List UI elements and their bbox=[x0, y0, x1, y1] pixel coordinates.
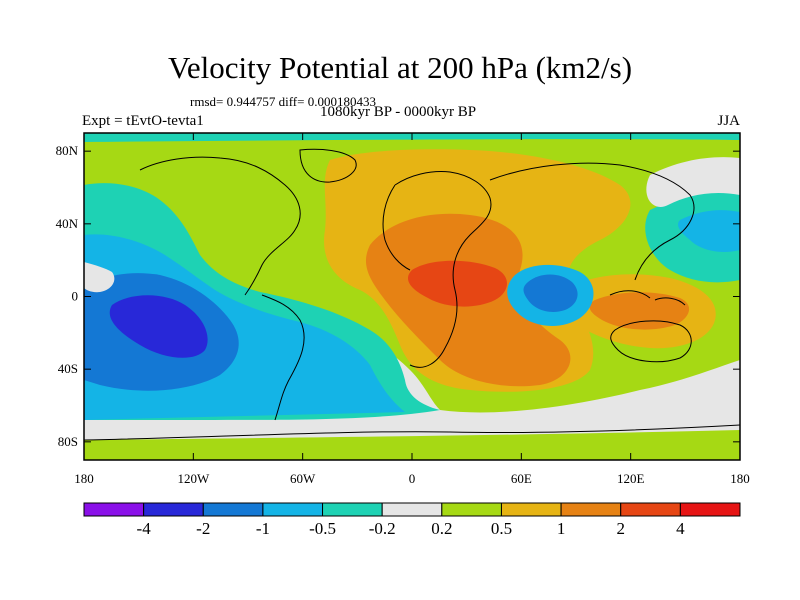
field-redorange-core bbox=[407, 260, 508, 307]
colorbar-swatch bbox=[381, 502, 443, 517]
colorbar-label: -0.5 bbox=[309, 519, 336, 538]
colorbar-label: 1 bbox=[557, 519, 566, 538]
lat-tick-label: 80S bbox=[58, 434, 78, 449]
field-darkorange-pacific bbox=[589, 292, 690, 330]
field-gray-northeast bbox=[646, 157, 740, 207]
field-gray-atlantic bbox=[84, 262, 115, 293]
lon-tick-label: 120E bbox=[617, 471, 645, 486]
coastline-australia bbox=[610, 320, 692, 363]
lat-tick-label: 40N bbox=[56, 216, 79, 231]
coastline-africa-west bbox=[382, 184, 411, 271]
coastline-south-america bbox=[261, 294, 305, 421]
coastlines bbox=[84, 148, 740, 441]
colorbar-label: -1 bbox=[256, 519, 270, 538]
colorbar: -4 -2 -1 -0.5 -0.2 0.2 0.5 1 2 4 bbox=[83, 502, 741, 538]
coastline-antarctica bbox=[84, 424, 740, 441]
colorbar-label: 4 bbox=[676, 519, 685, 538]
colorbar-swatch bbox=[560, 502, 622, 517]
lon-tick-label: 0 bbox=[409, 471, 416, 486]
map-title: Velocity Potential at 200 hPa (km2/s) bbox=[167, 50, 633, 85]
experiment-label: Expt = tEvtO-tevta1 bbox=[82, 113, 204, 129]
field-darkblue-indian bbox=[523, 274, 578, 312]
coastline-north-america bbox=[139, 156, 301, 296]
period-label: 1080kyr BP - 0000kyr BP bbox=[320, 104, 477, 120]
colorbar-swatch bbox=[322, 502, 383, 517]
coastline-greenland bbox=[299, 148, 357, 183]
lon-tick-label: 180 bbox=[730, 471, 750, 486]
colorbar-label: 2 bbox=[616, 519, 625, 538]
colorbar-label: 0.5 bbox=[491, 519, 512, 538]
lon-tick-label: 60W bbox=[290, 471, 316, 486]
contour-fields bbox=[84, 133, 740, 460]
lat-tick-label: 80N bbox=[56, 143, 79, 158]
colorbar-label: -4 bbox=[137, 519, 152, 538]
field-darkblue-core bbox=[109, 295, 208, 358]
colorbar-swatch bbox=[441, 502, 502, 517]
lat-tick-label: 0 bbox=[72, 289, 79, 304]
latitude-axis: 80N 40N 0 40S 80S bbox=[56, 143, 740, 449]
colorbar-swatch bbox=[143, 502, 204, 517]
stats-label: rmsd= 0.944757 diff= 0.000180433 bbox=[190, 94, 376, 109]
colorbar-swatch bbox=[500, 502, 562, 517]
field-green-south bbox=[84, 430, 740, 460]
coastline-indonesia bbox=[609, 290, 686, 306]
season-label: JJA bbox=[717, 113, 740, 129]
colorbar-swatch bbox=[202, 502, 264, 517]
coastline-asia bbox=[489, 162, 695, 281]
lon-tick-label: 120W bbox=[177, 471, 210, 486]
colorbar-swatch bbox=[679, 502, 741, 517]
colorbar-label: -0.2 bbox=[369, 519, 396, 538]
lat-tick-label: 40S bbox=[58, 361, 78, 376]
lon-tick-label: 180 bbox=[74, 471, 94, 486]
longitude-axis: 180 120W 60W 0 60E 120E 180 bbox=[74, 133, 750, 486]
field-lightblue-northeast bbox=[678, 210, 740, 252]
coastline-europe-africa bbox=[394, 171, 492, 368]
colorbar-swatch bbox=[262, 502, 324, 517]
colorbar-label: 0.2 bbox=[431, 519, 452, 538]
lon-tick-label: 60E bbox=[511, 471, 532, 486]
colorbar-label: -2 bbox=[196, 519, 210, 538]
colorbar-swatch bbox=[83, 502, 145, 517]
colorbar-swatch bbox=[620, 502, 681, 517]
